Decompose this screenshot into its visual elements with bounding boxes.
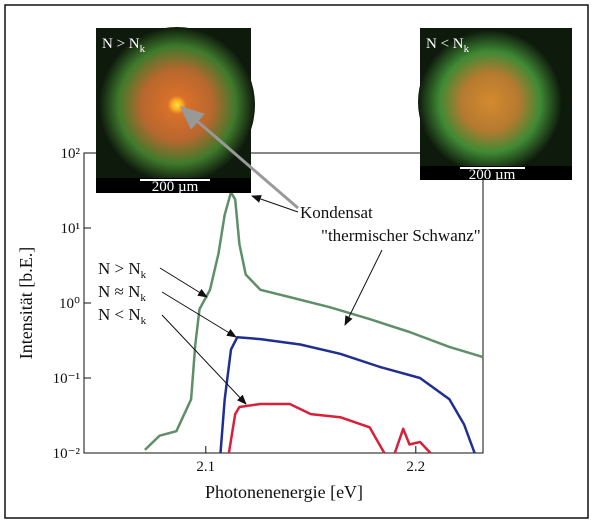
arrow	[251, 195, 299, 213]
y-tick-label: 10⁻²	[53, 446, 81, 462]
inset-glow	[418, 30, 562, 174]
inset-label: N < Nk	[426, 36, 470, 55]
y-axis-label: Intensität [b.E.]	[16, 247, 36, 359]
scale-band	[96, 178, 251, 193]
x-tick-label: 2.1	[196, 459, 215, 475]
inset-glow	[99, 27, 255, 183]
arrow	[344, 249, 383, 326]
arrow	[161, 314, 247, 405]
series-line	[227, 402, 432, 454]
frame	[4, 4, 589, 519]
scale-label: 200 µm	[469, 167, 516, 183]
inset-label: N > Nk	[102, 36, 146, 55]
scale-label: 200 µm	[152, 179, 199, 195]
y-tick-label: 10⁰	[59, 296, 80, 312]
annotation: "thermischer Schwanz"	[321, 226, 481, 245]
annotation: Kondensat	[300, 203, 373, 222]
inset: 200 µm N > Nk	[96, 27, 255, 195]
series-label: N ≈ Nk	[98, 282, 146, 304]
series-line	[144, 190, 484, 451]
series-line	[219, 335, 476, 454]
arrow	[179, 106, 299, 210]
series-label: N < Nk	[98, 305, 147, 327]
x-tick-label: 2.2	[406, 459, 425, 475]
arrow	[161, 291, 237, 338]
arrow	[159, 267, 208, 298]
inset: 200 µm N < Nk	[418, 28, 572, 183]
y-tick-label: 10²	[61, 146, 81, 162]
scale-band	[420, 166, 572, 180]
series-label: N > Nk	[98, 259, 147, 281]
x-axis-label: Photonenenergie [eV]	[205, 482, 363, 502]
plot: 10⁻² 10⁻¹ 10⁰ 10¹ 10² 2.1 2.2	[53, 146, 484, 475]
y-tick-label: 10⁻¹	[53, 371, 80, 387]
y-tick-label: 10¹	[61, 221, 81, 237]
